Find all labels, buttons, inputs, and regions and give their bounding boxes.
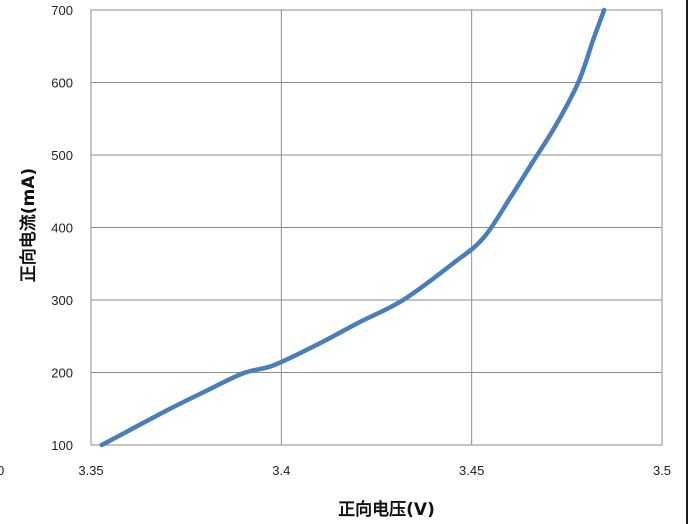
y-tick-label: 500 [51, 148, 73, 163]
x-tick-label: 3.5 [653, 463, 671, 478]
y-tick-label: 600 [51, 76, 73, 91]
cropped-edge-label: 0 [0, 463, 4, 478]
y-tick-label: 700 [51, 3, 73, 18]
series-line [99, 7, 607, 448]
y-tick-label: 100 [51, 438, 73, 453]
x-tick-label: 3.4 [272, 463, 290, 478]
x-axis-ticks: 3.35 3.4 3.45 3.5 [78, 463, 671, 478]
y-tick-label: 200 [51, 366, 73, 381]
y-axis-title: 正向电流(mA) [18, 168, 39, 282]
x-axis-title: 正向电压(V) [338, 499, 435, 520]
plot-area [90, 9, 663, 446]
y-tick-label: 300 [51, 293, 73, 308]
x-tick-label: 3.45 [459, 463, 484, 478]
gridlines [90, 9, 663, 446]
x-tick-label: 3.35 [78, 463, 103, 478]
y-tick-label: 400 [51, 221, 73, 236]
series-layer [99, 7, 607, 448]
y-axis-ticks: 100 200 300 400 500 600 700 [51, 3, 73, 453]
